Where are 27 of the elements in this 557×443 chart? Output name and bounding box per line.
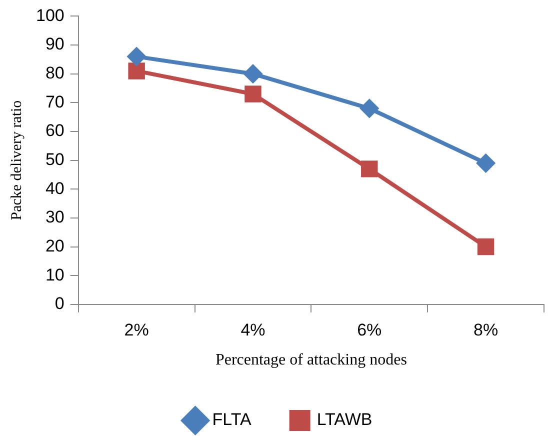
- point: [476, 154, 495, 172]
- y-tick-label: 100: [36, 6, 64, 25]
- y-tick-label: 70: [45, 92, 64, 112]
- point: [360, 99, 378, 118]
- x-tick-label: 8%: [474, 320, 498, 340]
- y-tick-label: 20: [45, 236, 64, 256]
- y-tick-label: 80: [45, 64, 64, 83]
- y-tick-label: 10: [45, 265, 64, 284]
- y-tick-label: 0: [54, 294, 64, 314]
- point: [361, 160, 378, 178]
- point: [244, 64, 262, 83]
- x-axis-title: Percentage of attacking nodes: [215, 352, 407, 369]
- y-tick-label: 90: [45, 34, 64, 54]
- x-tick-label: 6%: [357, 320, 382, 340]
- y-tick-label: 60: [45, 121, 64, 140]
- y-tick-label: 30: [45, 208, 64, 227]
- x-tick-label: 2%: [124, 320, 149, 340]
- y-axis-title: Packe delivery ratio: [8, 100, 25, 220]
- y-tick-label: 40: [45, 178, 64, 198]
- point: [244, 86, 262, 102]
- point: [477, 238, 494, 256]
- y-tick-label: 50: [45, 150, 64, 169]
- point: [128, 48, 146, 66]
- point: [128, 62, 145, 80]
- x-tick-label: 4%: [240, 320, 266, 340]
- legend-label: LTAWB: [316, 410, 372, 430]
- legend-label: FLTA: [212, 410, 252, 430]
